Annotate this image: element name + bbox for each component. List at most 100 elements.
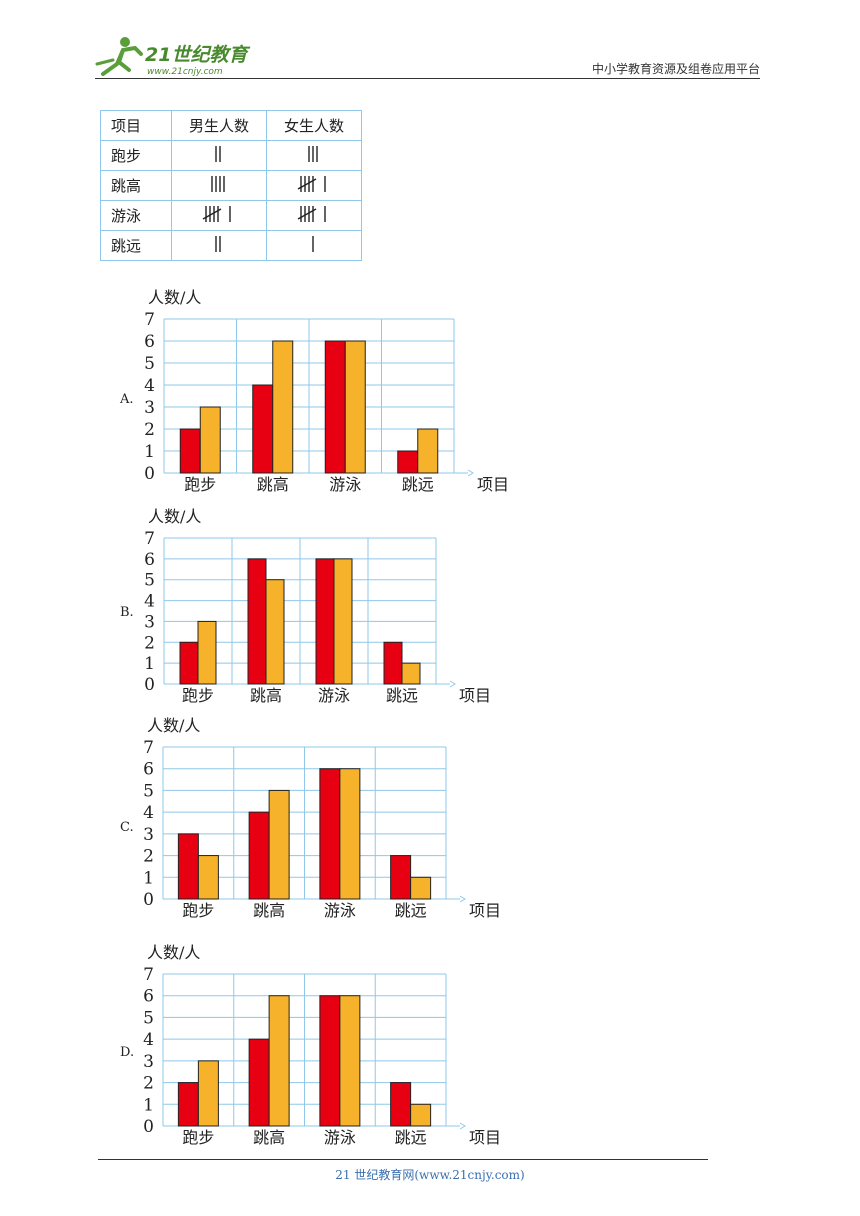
y-tick-label: 0 <box>143 1117 154 1137</box>
footer-text: 21 世纪教育网(www.21cnjy.com) <box>335 1168 525 1182</box>
y-tick-label: 2 <box>144 420 155 440</box>
bar-chart-option: A. 0 1 2 3 4 5 6 7 人数/人 项目 跑步 跳高 游泳 跳远 <box>100 285 509 504</box>
bar-boys-跳高 <box>252 384 274 474</box>
bar-boys-跳高 <box>247 558 267 685</box>
boys-tally-cell <box>171 170 267 201</box>
x-axis-arrow <box>449 680 456 688</box>
y-tick-label: 7 <box>143 738 154 758</box>
header-platform-text: 中小学教育资源及组卷应用平台 <box>591 62 760 76</box>
x-axis-label: 项目 <box>469 1128 501 1147</box>
bar-chart-option: D. 0 1 2 3 4 5 6 7 人数/人 项目 跑步 跳高 游泳 跳远 <box>100 940 501 1154</box>
table-header-cell: 女生人数 <box>266 110 362 141</box>
x-axis-arrow <box>467 469 474 477</box>
bar-girls-跳远 <box>410 1103 432 1127</box>
y-tick-label: 0 <box>144 675 155 695</box>
x-category-label: 游泳 <box>329 475 361 494</box>
girls-tally-cell <box>266 230 362 261</box>
bar-boys-跳远 <box>397 450 419 474</box>
tally-marks <box>211 175 225 192</box>
y-tick-label: 2 <box>144 633 155 653</box>
x-category-label: 跳高 <box>250 686 282 705</box>
table-row: 跳高 <box>100 170 362 201</box>
y-tick-label: 1 <box>144 654 155 674</box>
bar-girls-游泳 <box>333 558 353 685</box>
row-item-label: 跳远 <box>100 230 172 261</box>
bar-boys-跑步 <box>177 833 199 900</box>
logo-sub: www.21cnjy.com <box>147 67 223 77</box>
bar-girls-游泳 <box>344 340 366 474</box>
y-tick-label: 1 <box>143 868 154 888</box>
bar-boys-跳高 <box>248 811 270 900</box>
x-category-label: 跳远 <box>386 686 418 705</box>
table-header-cell: 男生人数 <box>171 110 267 141</box>
y-tick-label: 5 <box>144 571 155 591</box>
x-category-label: 跳远 <box>395 901 427 920</box>
bar-chart-option: B. 0 1 2 3 4 5 6 7 人数/人 项目 跑步 跳高 游泳 跳远 <box>100 505 491 714</box>
y-tick-label: 4 <box>144 592 155 612</box>
table-row: 游泳 <box>100 200 362 231</box>
bar-boys-跳远 <box>390 1082 412 1127</box>
y-tick-label: 3 <box>143 1052 154 1072</box>
x-category-label: 游泳 <box>324 1128 356 1147</box>
y-tick-label: 7 <box>144 529 155 549</box>
y-tick-label: 4 <box>144 376 155 396</box>
tally-marks <box>297 205 326 222</box>
tally-marks <box>312 235 314 252</box>
y-tick-label: 3 <box>144 398 155 418</box>
girls-tally-cell <box>266 140 362 171</box>
option-letter[interactable]: D. <box>120 1045 135 1060</box>
x-axis-arrow <box>459 895 466 903</box>
bar-boys-游泳 <box>319 995 341 1127</box>
bar-girls-跳高 <box>265 579 285 685</box>
bar-girls-跑步 <box>197 855 219 900</box>
row-item-label: 游泳 <box>100 200 172 231</box>
option-letter[interactable]: C. <box>120 820 134 835</box>
y-axis-label: 人数/人 <box>147 716 200 735</box>
bar-girls-跳高 <box>268 789 290 900</box>
y-tick-label: 1 <box>144 442 155 462</box>
bar-boys-跳高 <box>248 1038 270 1127</box>
option-letter[interactable]: B. <box>120 605 134 620</box>
girls-tally-cell <box>266 170 362 201</box>
runner-icon <box>95 37 143 76</box>
table-header-cell: 项目 <box>100 110 172 141</box>
boys-tally-cell <box>171 230 267 261</box>
y-tick-label: 2 <box>143 1074 154 1094</box>
y-tick-label: 5 <box>143 1008 154 1028</box>
y-tick-label: 1 <box>143 1095 154 1115</box>
x-category-label: 跳高 <box>253 1128 285 1147</box>
bar-boys-游泳 <box>324 340 346 474</box>
bar-girls-跳远 <box>410 876 432 900</box>
row-item-label: 跑步 <box>100 140 172 171</box>
y-axis-label: 人数/人 <box>147 943 200 962</box>
boys-tally-cell <box>171 200 267 231</box>
bar-girls-游泳 <box>339 995 361 1127</box>
bar-boys-游泳 <box>315 558 335 685</box>
x-category-label: 游泳 <box>324 901 356 920</box>
boys-tally-cell <box>171 140 267 171</box>
y-tick-label: 3 <box>143 825 154 845</box>
bar-girls-跳远 <box>417 428 439 474</box>
bar-girls-跳高 <box>272 340 294 474</box>
y-tick-label: 0 <box>144 464 155 484</box>
bar-boys-跑步 <box>179 641 199 685</box>
option-letter[interactable]: A. <box>120 392 134 407</box>
x-axis-label: 项目 <box>477 475 509 494</box>
x-axis-label: 项目 <box>459 686 491 705</box>
x-category-label: 跳远 <box>402 475 434 494</box>
x-category-label: 跑步 <box>182 686 214 705</box>
girls-tally-cell <box>266 200 362 231</box>
y-axis-label: 人数/人 <box>148 288 201 307</box>
bar-girls-游泳 <box>339 768 361 900</box>
bar-girls-跑步 <box>197 620 217 685</box>
tally-marks <box>215 235 221 252</box>
tally-marks <box>215 145 221 162</box>
x-category-label: 跑步 <box>182 1128 214 1147</box>
y-tick-label: 6 <box>144 332 155 352</box>
logo-text: 21世纪教育 <box>145 44 250 66</box>
y-tick-label: 6 <box>143 760 154 780</box>
tally-marks <box>297 175 326 192</box>
